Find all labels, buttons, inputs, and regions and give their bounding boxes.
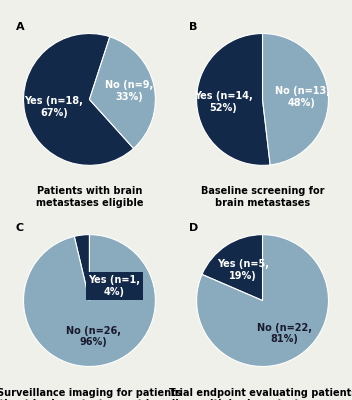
Wedge shape — [24, 235, 155, 366]
Wedge shape — [197, 235, 328, 366]
Text: Surveillance imaging for patients
without brain metastases at baseline: Surveillance imaging for patients withou… — [0, 388, 192, 400]
Text: A: A — [15, 22, 24, 32]
Wedge shape — [74, 235, 89, 300]
Text: No (n=26,
96%): No (n=26, 96%) — [66, 326, 121, 347]
Wedge shape — [263, 34, 328, 165]
Text: Yes (n=14,
52%): Yes (n=14, 52%) — [194, 91, 252, 112]
Text: Patients with brain
metastases eligible: Patients with brain metastases eligible — [36, 186, 143, 208]
Text: Trial endpoint evaluating patients
with brain metastases: Trial endpoint evaluating patients with … — [169, 388, 352, 400]
Text: Baseline screening for
brain metastases: Baseline screening for brain metastases — [201, 186, 324, 208]
Text: Yes (n=5,
19%): Yes (n=5, 19%) — [216, 260, 269, 281]
Text: No (n=22,
81%): No (n=22, 81%) — [257, 323, 312, 344]
Text: No (n=9,
33%): No (n=9, 33%) — [105, 80, 153, 102]
Wedge shape — [89, 37, 155, 148]
Text: Yes (n=18,
67%): Yes (n=18, 67%) — [25, 96, 83, 118]
Text: Yes (n=1,
4%): Yes (n=1, 4%) — [88, 275, 140, 297]
Wedge shape — [24, 34, 133, 165]
Text: C: C — [15, 223, 24, 233]
Text: No (n=13,
48%): No (n=13, 48%) — [275, 86, 329, 108]
Text: D: D — [189, 223, 198, 233]
Wedge shape — [202, 235, 263, 300]
Text: B: B — [189, 22, 197, 32]
Wedge shape — [197, 34, 270, 165]
